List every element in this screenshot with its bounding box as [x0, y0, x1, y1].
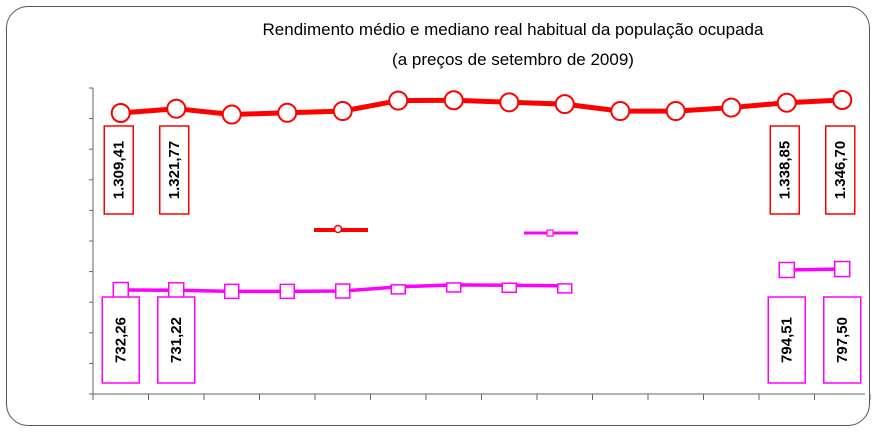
series-2-point	[446, 282, 462, 293]
series-2-point	[834, 260, 851, 278]
series-1-point	[832, 90, 853, 110]
series-1-point	[554, 94, 575, 115]
stray-marker	[546, 229, 554, 237]
series-2-point	[224, 283, 240, 300]
series-1-point	[110, 103, 131, 123]
axes	[89, 87, 871, 400]
series-lines	[120, 97, 843, 294]
series-2-point	[335, 283, 351, 299]
chart-artifacts	[314, 224, 578, 237]
series-1-point	[665, 101, 686, 122]
data-label-box	[101, 296, 140, 384]
series-1-point	[388, 90, 409, 111]
data-label: 1.309,41	[110, 141, 127, 199]
data-label: 732,26	[112, 317, 129, 363]
data-label-box	[103, 125, 134, 215]
series-1-point	[332, 101, 353, 122]
data-label-box	[823, 296, 862, 384]
data-label: 1.321,77	[166, 141, 183, 199]
series-markers	[110, 90, 853, 300]
series-2-point	[168, 282, 185, 299]
series-1-point	[776, 92, 797, 113]
chart-subtitle: (a preços de setembro de 2009)	[392, 50, 634, 69]
series-1-point	[721, 97, 742, 118]
data-label-box	[159, 125, 190, 215]
data-label: 797,50	[834, 317, 851, 363]
series-1-point	[443, 90, 464, 111]
data-label: 1.338,85	[776, 141, 793, 199]
series-2-point	[501, 282, 517, 294]
data-label: 731,22	[168, 317, 185, 363]
series-2-point	[390, 284, 406, 295]
chart-frame	[6, 6, 870, 426]
series-2-point	[112, 281, 129, 299]
data-label: 1.346,70	[832, 141, 849, 199]
data-labels: 1.309,41 1.321,77 1.338,85 1.346,70 732,26 73…	[101, 125, 862, 384]
series-2-point	[279, 283, 295, 300]
series-1-point	[499, 92, 520, 113]
series-2-line	[786, 267, 843, 272]
series-1-point	[166, 98, 187, 119]
series-1-point	[221, 104, 242, 125]
series-1-point	[277, 102, 298, 123]
data-label-box	[769, 125, 800, 215]
series-2-point	[557, 283, 573, 294]
data-label-box	[767, 296, 806, 384]
series-1-point	[610, 101, 631, 122]
data-label-box	[825, 125, 856, 215]
data-label: 794,51	[778, 317, 795, 363]
stray-marker	[333, 224, 343, 234]
chart-title: Rendimento médio e mediano real habitual…	[262, 20, 764, 39]
series-2-point	[778, 261, 795, 279]
data-label-box	[157, 296, 196, 384]
